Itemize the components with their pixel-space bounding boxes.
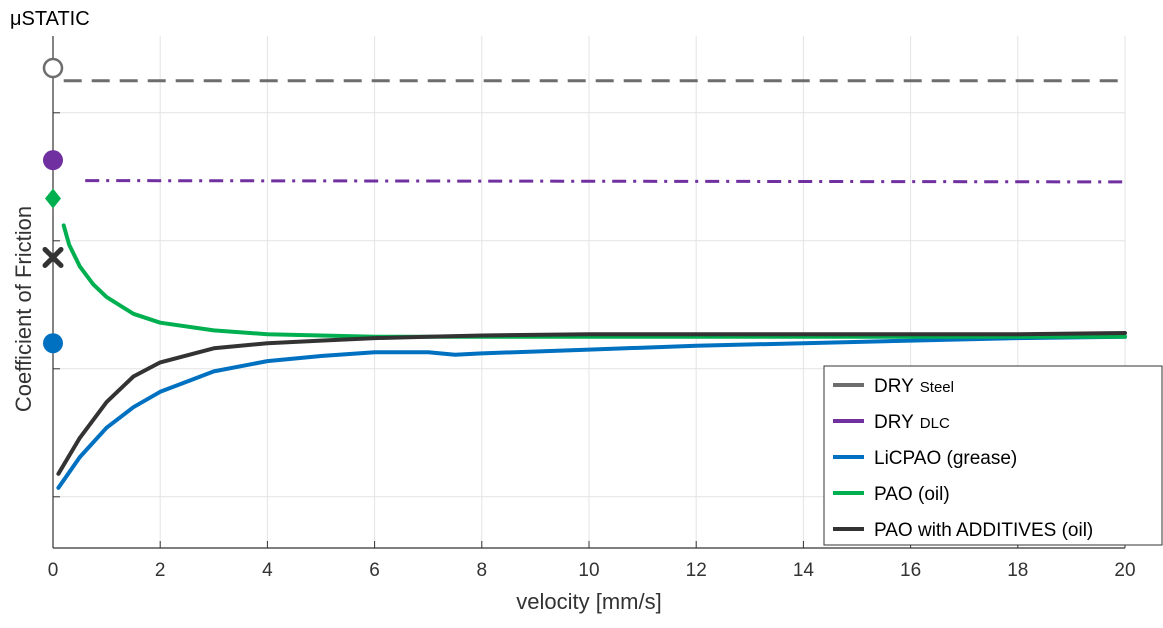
legend-label-0: DRY Steel: [874, 376, 954, 397]
y-axis-title: Coefficient of Friction: [11, 206, 36, 412]
x-tick-label: 0: [48, 560, 59, 581]
x-tick-label: 4: [262, 560, 273, 581]
series-line-4: [56, 331, 1127, 476]
mu-static-label: μSTATIC: [10, 8, 90, 30]
legend-label-2: LiCPAO (grease): [874, 448, 1017, 469]
x-tick-label: 18: [1007, 560, 1028, 581]
legend-label-1: DRY DLC: [874, 412, 950, 433]
x-tick-label: 2: [155, 560, 166, 581]
static-markers: [42, 57, 64, 354]
legend-label-4: PAO with ADDITIVES (oil): [874, 520, 1093, 541]
data-series: [56, 79, 1127, 490]
x-tick-label: 12: [686, 560, 707, 581]
legend-label-3: PAO (oil): [874, 484, 950, 505]
static-marker-1: [43, 150, 63, 171]
x-tick-label: 16: [900, 560, 921, 581]
axis-labels: μSTATIC velocity [mm/s] Coefficient of F…: [10, 8, 662, 614]
series-line-2: [56, 334, 1127, 490]
series-line-1: [85, 179, 1126, 184]
static-marker-4: [42, 246, 64, 268]
x-tick-label: 6: [369, 560, 380, 581]
static-marker-3: [45, 188, 61, 209]
x-tick-label: 14: [793, 560, 815, 581]
x-tick-label: 8: [477, 560, 488, 581]
x-tick-label: 20: [1114, 560, 1135, 581]
legend-box: [823, 365, 1163, 546]
legend: DRY Steel DRY DLC LiCPAO (grease) PAO (oil) PA…: [823, 365, 1163, 546]
axes: 0 2 4 6 8 10 12 14 16 18 20: [48, 36, 1136, 581]
series-line-3: [61, 223, 1127, 339]
x-axis-title: velocity [mm/s]: [516, 589, 661, 614]
static-marker-0: [42, 57, 64, 79]
static-marker-2: [43, 333, 63, 354]
x-tick-label: 10: [578, 560, 599, 581]
